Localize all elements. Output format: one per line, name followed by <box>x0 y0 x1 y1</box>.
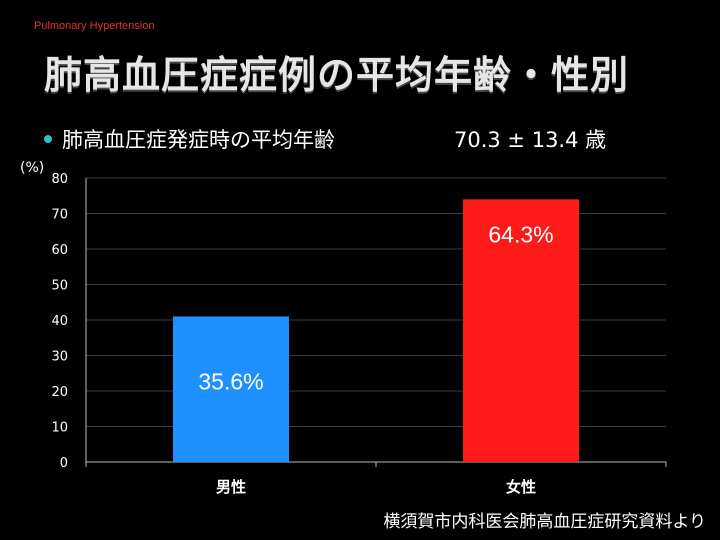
mean-age-value: 70.3 ± 13.4 歳 <box>454 128 607 152</box>
header-top-label: Pulmonary Hypertension <box>34 20 155 32</box>
y-tick-label: 20 <box>51 385 68 400</box>
y-tick-label: 40 <box>51 314 68 329</box>
bar <box>463 199 579 463</box>
bullet-text: 肺高血圧症発症時の平均年齢 <box>62 128 335 152</box>
y-tick-label: 30 <box>51 350 68 365</box>
bar <box>173 316 289 462</box>
bar-data-label: 64.3% <box>488 221 553 247</box>
y-tick-label: 0 <box>60 456 68 471</box>
y-tick-label: 70 <box>51 208 68 223</box>
slide-title: 肺高血圧症症例の平均年齢・性別 <box>44 52 630 97</box>
y-tick-label: 60 <box>51 243 68 258</box>
y-tick-label: 10 <box>51 421 68 436</box>
bullet-dot-icon <box>44 135 52 143</box>
x-category-label: 女性 <box>506 478 536 496</box>
bullet-item: 肺高血圧症発症時の平均年齢 <box>44 124 335 154</box>
x-category-label: 男性 <box>216 478 246 496</box>
y-tick-label: 80 <box>51 172 68 187</box>
y-axis-unit-label: (%) <box>20 160 45 176</box>
bar-data-label: 35.6% <box>198 368 263 394</box>
y-tick-label: 50 <box>51 279 68 294</box>
source-note: 横須賀市内科医会肺高血圧症研究資料より <box>383 512 706 532</box>
